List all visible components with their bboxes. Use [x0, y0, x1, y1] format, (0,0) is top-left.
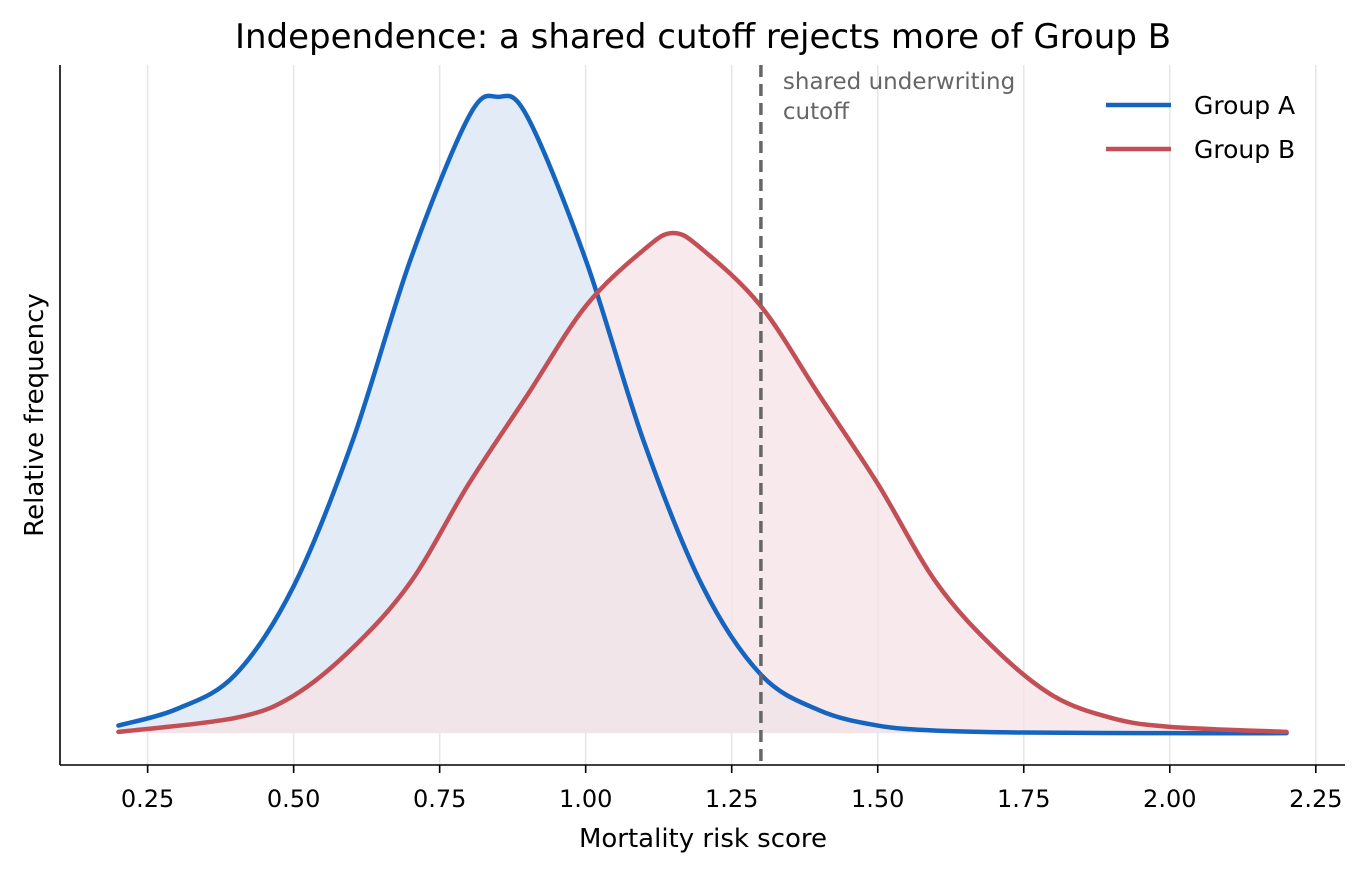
series-fill-group-b — [118, 233, 1287, 734]
x-tick-label: 2.25 — [1289, 785, 1342, 813]
series-line-group-b — [116, 230, 1289, 735]
legend: Group A Group B — [1106, 91, 1295, 164]
axes — [59, 65, 1345, 766]
series-fill-group-a — [118, 95, 1287, 734]
x-tick-label: 1.25 — [705, 785, 758, 813]
x-tick-label: 1.50 — [851, 785, 904, 813]
y-axis-label: Relative frequency — [20, 293, 50, 537]
x-tick-label: 1.75 — [997, 785, 1050, 813]
legend-label: Group B — [1194, 135, 1295, 164]
cutoff-annotation: cutoff — [783, 99, 850, 125]
cutoff-marker: shared underwriting cutoff — [759, 65, 1015, 765]
x-tick-label: 1.00 — [559, 785, 612, 813]
legend-label: Group A — [1194, 91, 1295, 120]
x-tick-label: 0.50 — [267, 785, 320, 813]
x-ticks: 0.25 0.50 0.75 1.00 1.25 1.50 1.75 2.00 2.25 — [121, 765, 1343, 813]
cutoff-annotation: shared underwriting — [783, 69, 1015, 95]
series-lines — [116, 93, 1289, 736]
series-line-group-a — [116, 93, 1289, 736]
x-axis-label: Mortality risk score — [579, 824, 827, 854]
x-tick-label: 0.25 — [121, 785, 174, 813]
chart-title: Independence: a shared cutoff rejects mo… — [235, 17, 1171, 57]
x-tick-label: 0.75 — [413, 785, 466, 813]
series-fills — [118, 95, 1287, 734]
x-tick-label: 2.00 — [1143, 785, 1196, 813]
